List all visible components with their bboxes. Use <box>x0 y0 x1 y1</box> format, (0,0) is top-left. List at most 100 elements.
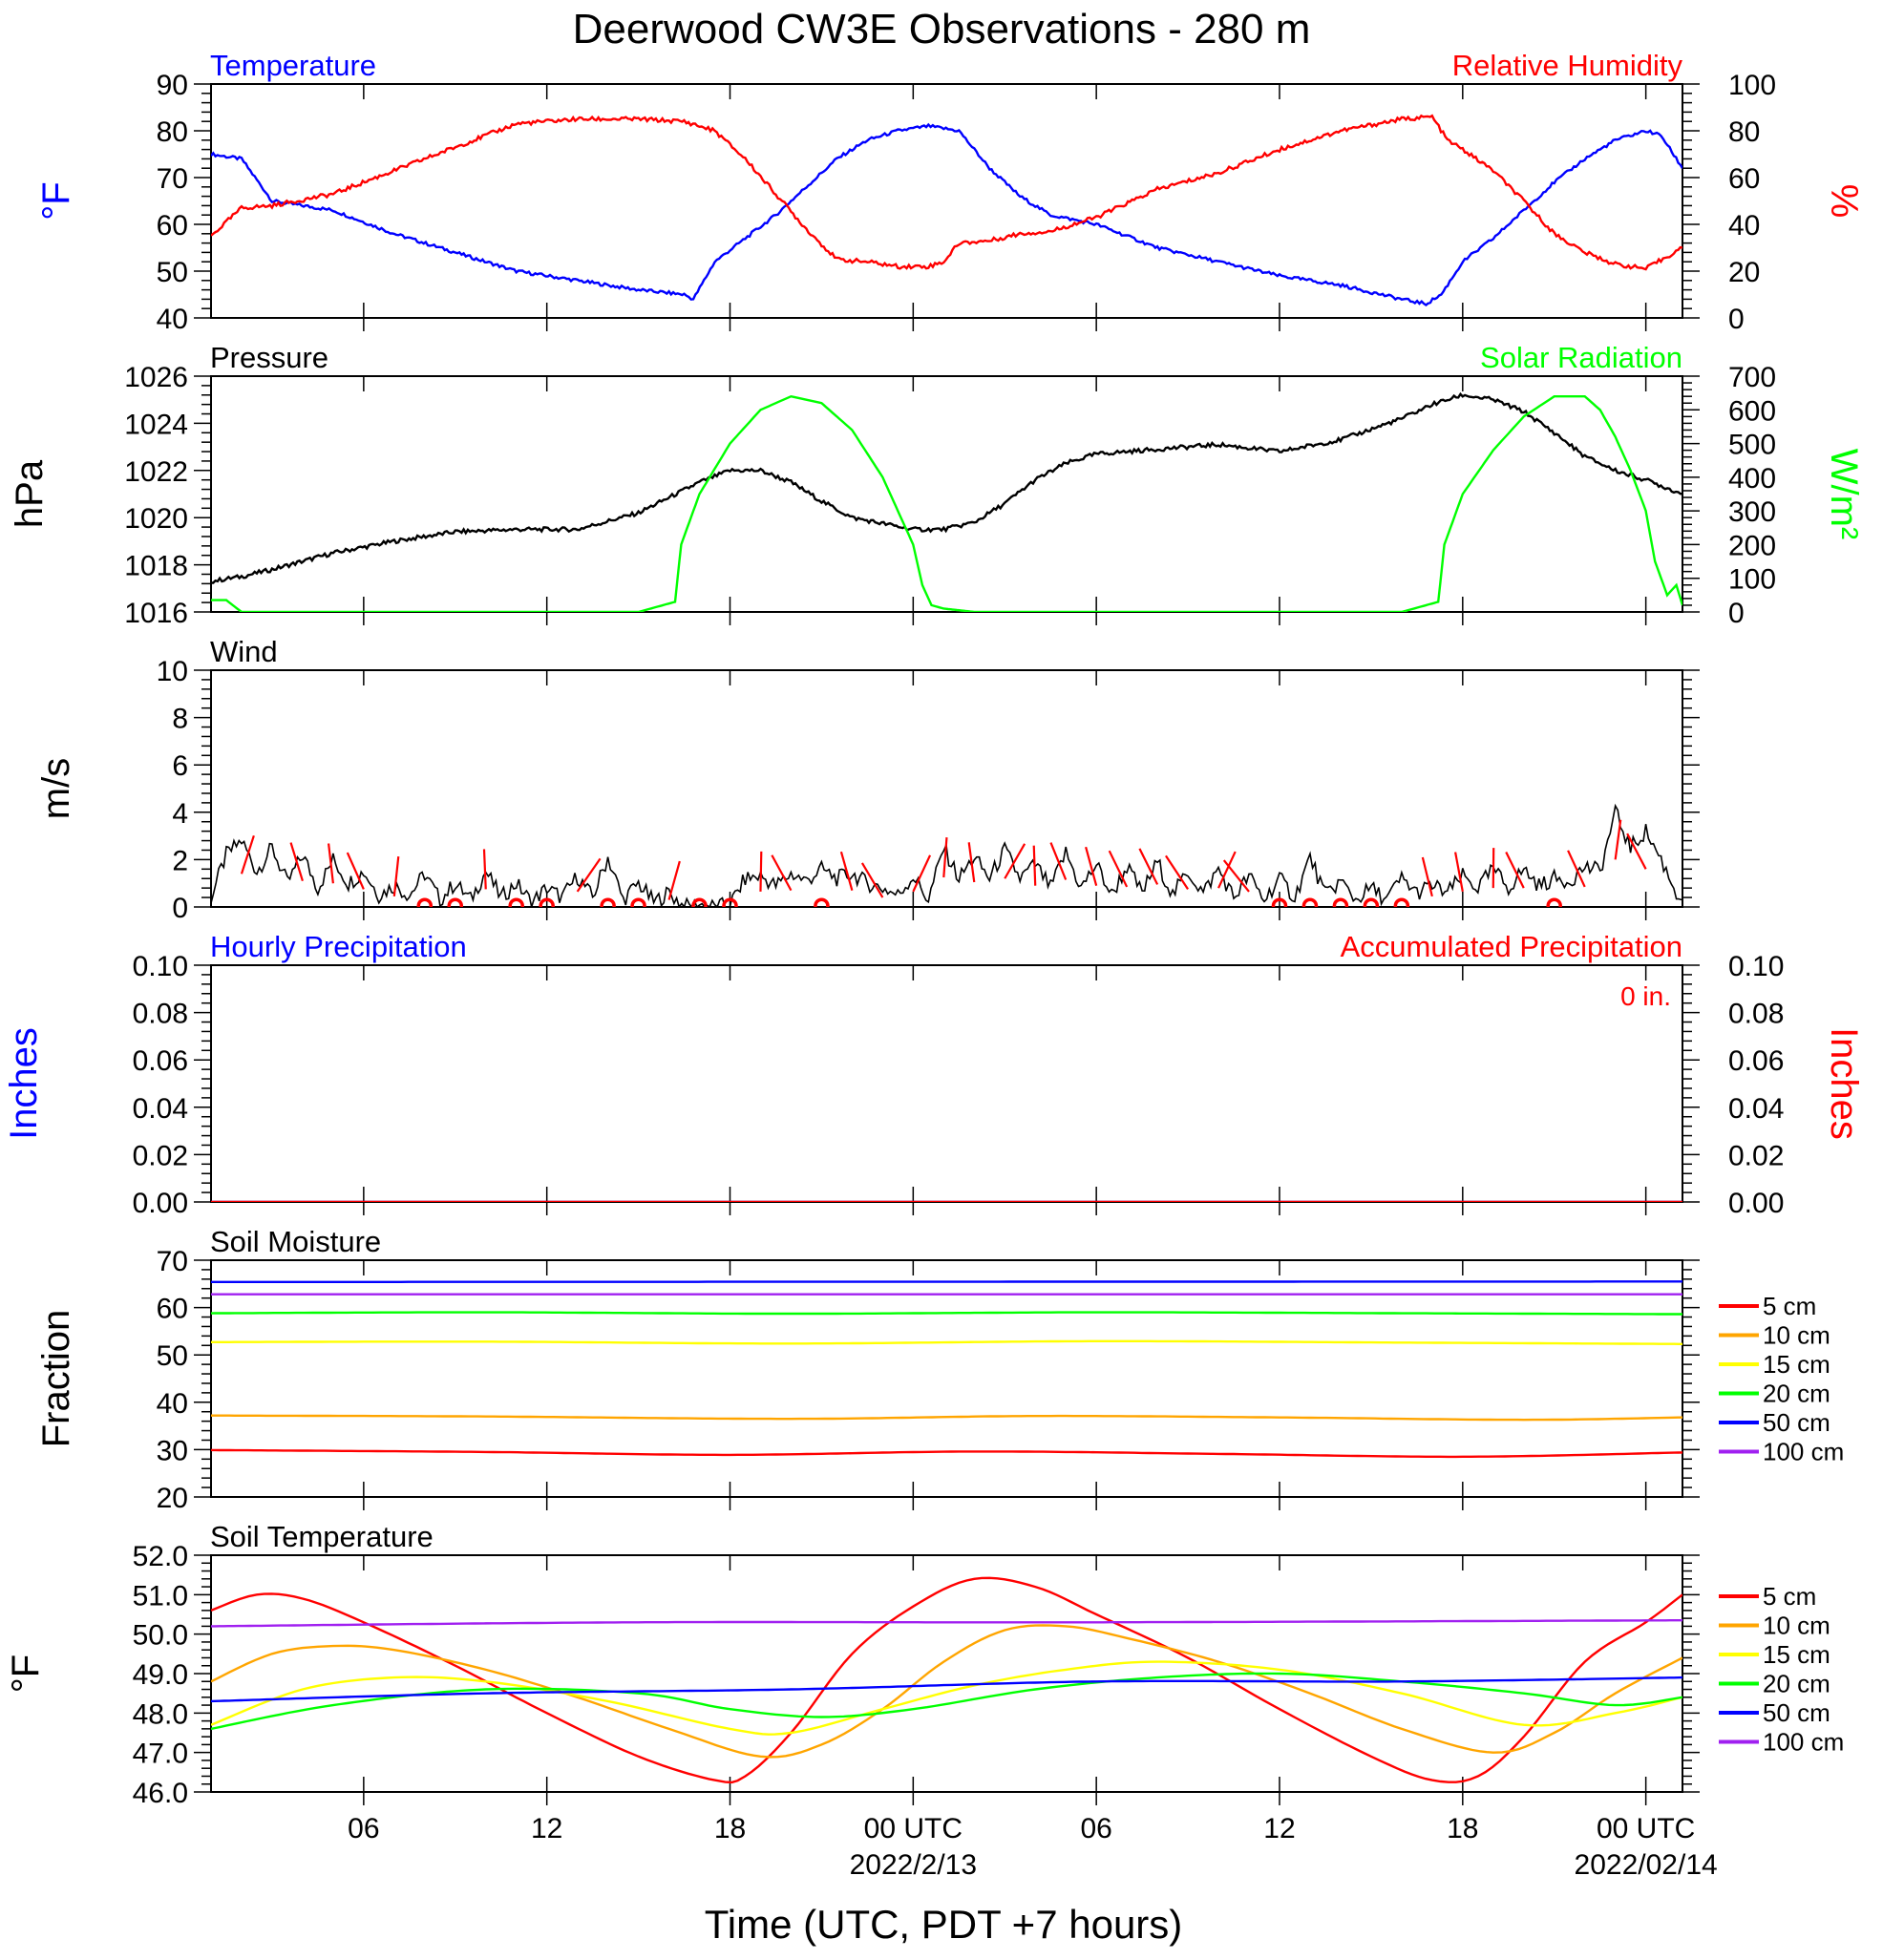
wind-calm-marker <box>508 897 524 907</box>
y2-axis-title: W/m² <box>1823 449 1865 540</box>
x-date-label: 2022/02/14 <box>1575 1849 1718 1881</box>
x-tick-label: 12 <box>1263 1813 1295 1844</box>
wind-calm-marker <box>1301 897 1319 907</box>
y-axis-title: hPa <box>9 459 51 528</box>
y-tick-label: 60 <box>157 1294 188 1325</box>
plot-area <box>211 391 1682 612</box>
y-tick-label: 48.0 <box>133 1698 188 1730</box>
wind-direction-marker <box>482 849 487 890</box>
plot-frame <box>210 1554 1683 1793</box>
x-axis-title: Time (UTC, PDT +7 hours) <box>705 1902 1183 1947</box>
y2-tick-label: 100 <box>1728 564 1776 596</box>
wind-direction-marker <box>667 860 681 900</box>
y2-tick-label: 80 <box>1728 116 1760 148</box>
panel-temp_rh: 40 50 60 70 80 90 0 20 40 60 80 100 Temperature Relat… <box>35 49 1865 335</box>
panel-title-left: Pressure <box>210 341 328 374</box>
legend-label: 20 cm <box>1763 1380 1830 1408</box>
series-relative-humidity <box>211 114 1682 271</box>
y-tick-label: 0.08 <box>133 999 188 1030</box>
wind-direction-marker <box>1454 852 1464 893</box>
y2-tick-label: 0.04 <box>1728 1093 1784 1125</box>
y-tick-label: 6 <box>172 750 188 782</box>
wind-calm-marker <box>539 897 555 907</box>
wind-direction-marker <box>967 842 976 883</box>
x-tick-label: 06 <box>1080 1813 1111 1844</box>
panel-title-left: Soil Moisture <box>210 1225 381 1258</box>
legend-label: 10 cm <box>1763 1612 1830 1640</box>
y-tick-label: 50 <box>157 1340 188 1372</box>
y-tick-label: 30 <box>157 1435 188 1466</box>
y-tick-label: 0.10 <box>133 951 188 982</box>
wind-calm-marker <box>691 897 708 907</box>
wind-calm-marker <box>814 897 830 907</box>
panel-soil_moisture: 20 30 40 50 60 70 Soil Moisture Fraction <box>35 1225 1700 1514</box>
x-tick-label: 18 <box>714 1813 746 1844</box>
series-10-cm <box>211 1624 1682 1759</box>
y-tick-label: 1022 <box>124 456 188 488</box>
wind-direction-marker <box>1626 832 1647 870</box>
wind-direction-marker <box>860 862 884 898</box>
time-axis: 06 12 18 00 UTC 2022/2/13 06 12 18 00 UTC 2022/02… <box>348 1813 1718 1881</box>
series-wind-speed <box>211 803 1682 907</box>
y2-tick-label: 0.08 <box>1728 999 1784 1030</box>
y-tick-label: 0.04 <box>133 1093 188 1125</box>
x-date-label: 2022/2/13 <box>850 1849 977 1881</box>
y-tick-label: 40 <box>157 1388 188 1420</box>
legend-label: 20 cm <box>1763 1670 1830 1698</box>
wind-direction-marker <box>392 855 400 896</box>
y-tick-label: 0.06 <box>133 1045 188 1077</box>
y-tick-label: 90 <box>157 70 188 101</box>
plot-area <box>211 114 1682 306</box>
x-tick-label: 12 <box>531 1813 562 1844</box>
panel-title-left: Temperature <box>210 49 376 82</box>
plot-frame <box>210 964 1683 1203</box>
y-tick-label: 70 <box>157 1246 188 1277</box>
y2-tick-label: 400 <box>1728 463 1776 495</box>
panel-pressure_solar: 1016 1018 1020 1022 1024 1026 0100200300400500… <box>9 341 1865 629</box>
y-tick-label: 50 <box>157 257 188 288</box>
y-tick-label: 50.0 <box>133 1620 188 1652</box>
plot-area <box>211 1280 1682 1459</box>
y-tick-label: 2 <box>172 845 188 876</box>
y2-tick-label: 40 <box>1728 210 1760 242</box>
series-50-cm <box>211 1675 1682 1703</box>
y-tick-label: 70 <box>157 163 188 195</box>
panel-wind: 0 2 4 6 8 10 Wind m/s <box>35 635 1700 924</box>
y-tick-label: 0.00 <box>133 1188 188 1219</box>
series-5-cm <box>211 1576 1682 1784</box>
x-tick-label: 06 <box>348 1813 379 1844</box>
legend-label: 10 cm <box>1763 1321 1830 1350</box>
wind-direction-marker <box>771 854 793 892</box>
y2-tick-label: 60 <box>1728 163 1760 195</box>
series-10-cm <box>211 1414 1682 1422</box>
y2-tick-label: 0 <box>1728 304 1745 335</box>
panel-title-right: Relative Humidity <box>1452 49 1683 82</box>
wind-direction-marker <box>1421 856 1433 897</box>
plot-frame <box>210 1259 1683 1498</box>
legend-label: 50 cm <box>1763 1698 1830 1727</box>
legend-label: 15 cm <box>1763 1640 1830 1669</box>
panel-soil_temperature: 46.0 47.0 48.0 49.0 50.0 51.0 52.0 Soil Tempera… <box>5 1520 1700 1809</box>
plot-area <box>211 803 1682 907</box>
y2-axis-title: % <box>1823 184 1865 219</box>
series-50-cm <box>211 1280 1682 1283</box>
wind-calm-marker <box>1332 897 1349 907</box>
x-tick-label: 00 UTC <box>1597 1813 1695 1844</box>
wind-direction-marker <box>1085 846 1098 886</box>
accumulated-annotation: 0 in. <box>1620 981 1671 1011</box>
legend-label: 5 cm <box>1763 1292 1816 1320</box>
wind-direction-marker <box>942 837 948 878</box>
y-axis-title: Inches <box>3 1027 45 1140</box>
wind-calm-marker <box>447 897 464 907</box>
wind-calm-marker <box>600 897 616 907</box>
y-tick-label: 1026 <box>124 362 188 393</box>
wind-direction-marker <box>1049 842 1068 880</box>
series-15-cm <box>211 1339 1682 1345</box>
y2-tick-label: 0.06 <box>1728 1045 1784 1077</box>
y-tick-label: 52.0 <box>133 1541 188 1572</box>
y-tick-label: 46.0 <box>133 1778 188 1809</box>
wind-direction-marker <box>1165 854 1189 891</box>
